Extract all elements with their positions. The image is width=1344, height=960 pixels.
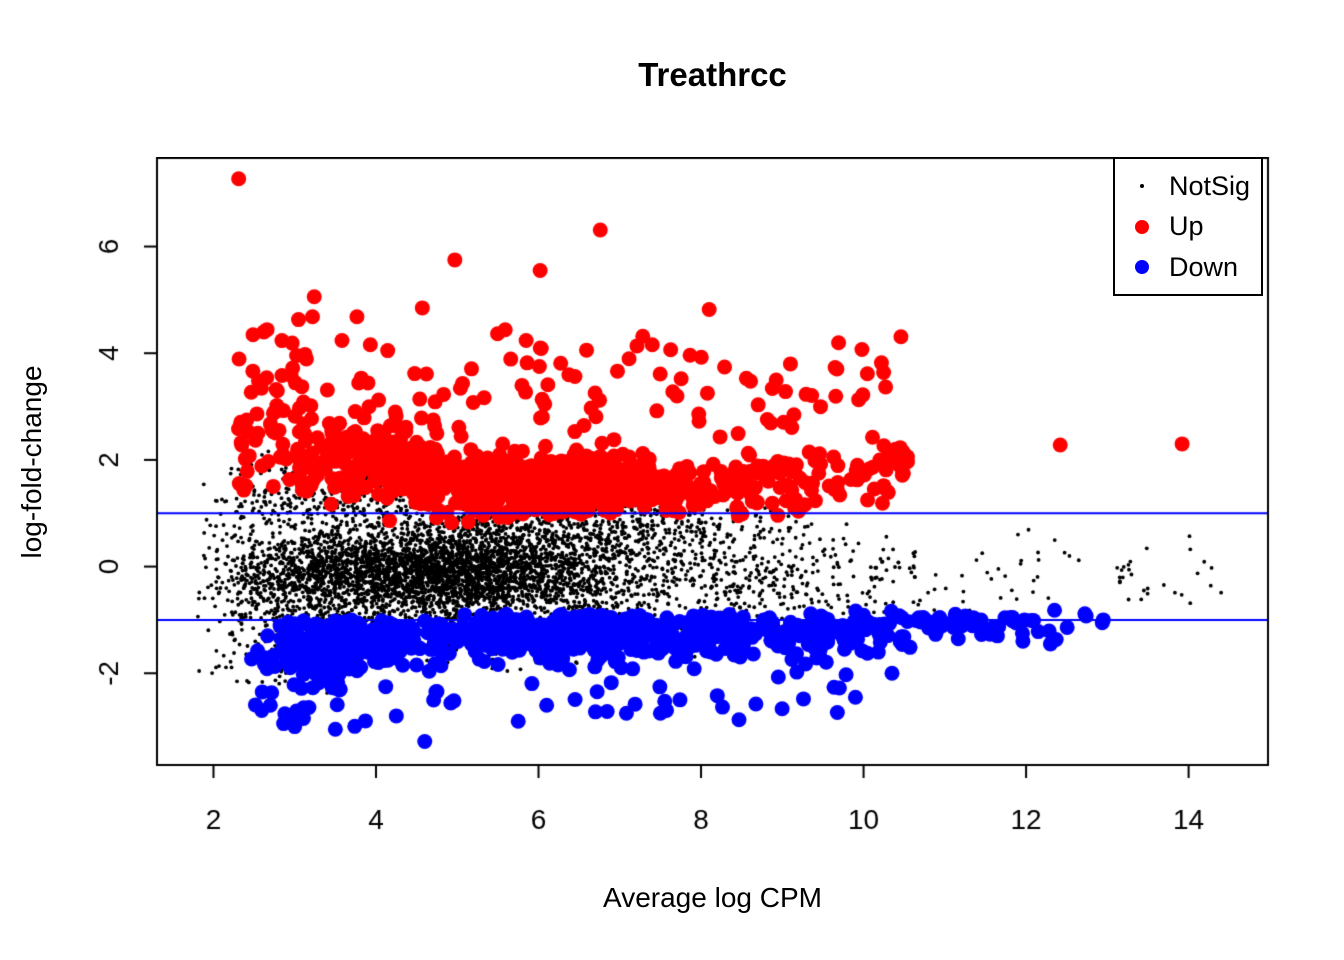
legend-item-down: Down xyxy=(1128,251,1261,282)
legend-item-up: Up xyxy=(1128,213,1261,240)
notsig-marker-icon xyxy=(1128,183,1156,189)
legend-label-down: Down xyxy=(1169,251,1239,282)
legend-label-up: Up xyxy=(1169,211,1204,241)
x-axis-label: Average log CPM xyxy=(603,882,822,913)
up-marker-icon xyxy=(1128,219,1156,234)
down-marker-icon xyxy=(1128,260,1156,274)
legend-label-notsig: NotSig xyxy=(1169,170,1251,201)
legend-item-notsig: NotSig xyxy=(1128,170,1261,201)
y-axis-label: log-fold-change xyxy=(16,365,47,559)
legend: NotSig Up Down xyxy=(1113,157,1263,296)
chart-title: Treathrcc xyxy=(638,56,787,93)
